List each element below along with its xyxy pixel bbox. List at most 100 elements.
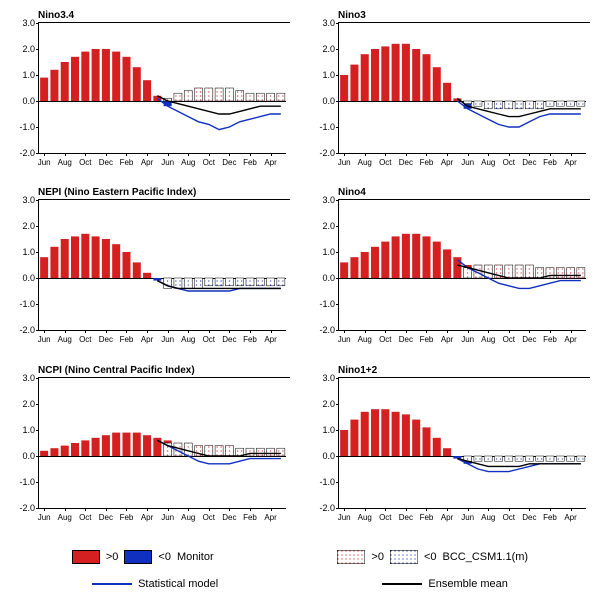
x-tick-label: Apr <box>141 158 153 167</box>
x-tick-label: Aug <box>181 513 195 522</box>
y-tick-label: 0.0 <box>313 273 335 283</box>
x-tick-label: Aug <box>58 158 72 167</box>
y-tick-label: 0.0 <box>13 451 35 461</box>
x-tick-label: Oct <box>79 335 91 344</box>
y-tick-label: 1.0 <box>13 425 35 435</box>
y-tick-label: -1.0 <box>13 299 35 309</box>
y-tick-label: -2.0 <box>313 148 335 158</box>
y-tick-label: -2.0 <box>13 148 35 158</box>
x-tick-label: Jun <box>38 335 51 344</box>
legend: >0<0Monitor>0<0BCC_CSM1.1(m)Statistical … <box>10 542 590 590</box>
y-tick-label: -2.0 <box>13 503 35 513</box>
y-tick-label: -1.0 <box>313 122 335 132</box>
x-tick-label: Oct <box>379 513 391 522</box>
x-tick-label: Apr <box>564 158 576 167</box>
x-tick-label: Apr <box>264 513 276 522</box>
panel-title: Nino4 <box>338 187 590 200</box>
y-tick-label: 2.0 <box>13 221 35 231</box>
chart-panel: Nino3.4-2.0-1.00.01.02.03.0JunAugOctDecF… <box>10 10 290 183</box>
x-tick-label: Feb <box>543 158 557 167</box>
x-tick-label: Oct <box>79 158 91 167</box>
x-tick-label: Feb <box>120 335 134 344</box>
x-tick-label: Oct <box>379 158 391 167</box>
x-tick-label: Dec <box>522 335 536 344</box>
panel-title: Nino3.4 <box>38 10 290 23</box>
y-tick-label: 2.0 <box>13 44 35 54</box>
x-tick-label: Aug <box>481 335 495 344</box>
y-tick-label: -2.0 <box>313 503 335 513</box>
x-tick-label: Aug <box>58 513 72 522</box>
x-tick-label: Oct <box>379 335 391 344</box>
y-tick-label: 2.0 <box>313 221 335 231</box>
x-tick-label: Feb <box>543 513 557 522</box>
panel-title: Nino3 <box>338 10 590 23</box>
y-tick-label: 1.0 <box>13 247 35 257</box>
x-tick-label: Apr <box>441 335 453 344</box>
chart-panel: NEPI (Nino Eastern Pacific Index)-2.0-1.… <box>10 187 290 360</box>
y-tick-label: -2.0 <box>13 325 35 335</box>
y-tick-label: 3.0 <box>313 18 335 28</box>
x-tick-label: Apr <box>564 513 576 522</box>
x-tick-label: Aug <box>358 158 372 167</box>
y-tick-label: 3.0 <box>13 18 35 28</box>
x-tick-label: Dec <box>99 335 113 344</box>
x-tick-label: Dec <box>399 158 413 167</box>
y-tick-label: -1.0 <box>13 122 35 132</box>
x-tick-label: Feb <box>543 335 557 344</box>
y-tick-label: 0.0 <box>13 96 35 106</box>
x-tick-label: Apr <box>141 513 153 522</box>
x-tick-label: Oct <box>503 513 515 522</box>
x-tick-label: Apr <box>264 158 276 167</box>
chart-panel: Nino1+2-2.0-1.00.01.02.03.0JunAugOctDecF… <box>310 365 590 538</box>
panel-title: NCPI (Nino Central Pacific Index) <box>38 365 290 378</box>
x-tick-label: Aug <box>181 335 195 344</box>
plot-area: -2.0-1.00.01.02.03.0JunAugOctDecFebAprJu… <box>338 23 586 154</box>
y-tick-label: 1.0 <box>313 425 335 435</box>
x-tick-label: Dec <box>99 158 113 167</box>
y-tick-label: 2.0 <box>313 399 335 409</box>
panel-title: NEPI (Nino Eastern Pacific Index) <box>38 187 290 200</box>
x-tick-label: Aug <box>181 158 195 167</box>
x-tick-label: Feb <box>243 158 257 167</box>
plot-area: -2.0-1.00.01.02.03.0JunAugOctDecFebAprJu… <box>338 200 586 331</box>
y-tick-label: -1.0 <box>313 477 335 487</box>
x-tick-label: Dec <box>222 158 236 167</box>
y-tick-label: -1.0 <box>13 477 35 487</box>
x-tick-label: Apr <box>441 158 453 167</box>
x-tick-label: Feb <box>243 335 257 344</box>
x-tick-label: Jun <box>338 513 351 522</box>
y-tick-label: 3.0 <box>313 195 335 205</box>
x-tick-label: Apr <box>264 335 276 344</box>
y-tick-label: 0.0 <box>313 451 335 461</box>
y-tick-label: 1.0 <box>313 247 335 257</box>
y-tick-label: 0.0 <box>313 96 335 106</box>
x-tick-label: Aug <box>58 335 72 344</box>
x-tick-label: Jun <box>161 513 174 522</box>
x-tick-label: Jun <box>38 513 51 522</box>
x-tick-label: Jun <box>338 158 351 167</box>
y-tick-label: 3.0 <box>313 373 335 383</box>
chart-panel: NCPI (Nino Central Pacific Index) -2.0 -1.… <box>10 365 290 538</box>
x-tick-label: Feb <box>420 335 434 344</box>
x-tick-label: Jun <box>161 158 174 167</box>
y-tick-label: 1.0 <box>13 70 35 80</box>
x-tick-label: Jun <box>38 158 51 167</box>
x-tick-label: Jun <box>161 335 174 344</box>
x-tick-label: Oct <box>503 335 515 344</box>
x-tick-label: Feb <box>420 158 434 167</box>
y-tick-label: 2.0 <box>13 399 35 409</box>
x-tick-label: Oct <box>203 335 215 344</box>
x-tick-label: Dec <box>522 513 536 522</box>
x-tick-label: Dec <box>222 513 236 522</box>
x-tick-label: Oct <box>203 513 215 522</box>
x-tick-label: Dec <box>522 158 536 167</box>
x-tick-label: Apr <box>141 335 153 344</box>
plot-area: -2.0-1.00.01.02.03.0JunAugOctDecFebAprJu… <box>38 200 286 331</box>
x-tick-label: Dec <box>99 513 113 522</box>
x-tick-label: Aug <box>358 513 372 522</box>
x-tick-label: Oct <box>79 513 91 522</box>
x-tick-label: Feb <box>243 513 257 522</box>
x-tick-label: Aug <box>358 335 372 344</box>
plot-area: -2.0-1.00.01.02.03.0JunAugOctDecFebAprJu… <box>38 23 286 154</box>
y-tick-label: -2.0 <box>313 325 335 335</box>
